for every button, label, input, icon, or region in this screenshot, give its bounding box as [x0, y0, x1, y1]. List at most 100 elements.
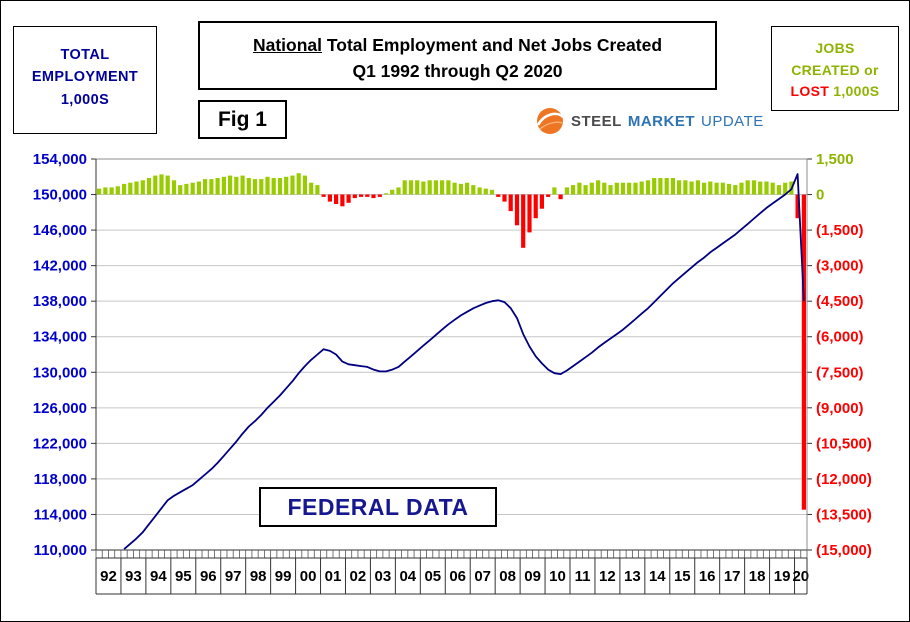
- net-jobs-bar: [614, 182, 619, 195]
- net-jobs-bar: [496, 194, 501, 197]
- net-jobs-bar: [178, 185, 183, 195]
- left-axis-tick-label: 138,000: [33, 293, 87, 310]
- chart-title-line1: National Total Employment and Net Jobs C…: [200, 32, 715, 58]
- net-jobs-bar: [415, 180, 420, 195]
- net-jobs-bar: [751, 180, 757, 195]
- net-jobs-bar: [203, 179, 208, 195]
- net-jobs-bar: [745, 180, 750, 195]
- net-jobs-bar: [620, 182, 626, 195]
- year-label: 16: [699, 568, 716, 585]
- net-jobs-bar: [652, 178, 657, 195]
- left-axis-tick-label: 126,000: [33, 400, 87, 417]
- year-label: 92: [100, 568, 117, 585]
- net-jobs-bar: [190, 182, 195, 195]
- left-title-line1: TOTAL: [60, 47, 110, 63]
- net-jobs-bar: [483, 188, 488, 195]
- net-jobs-bar: [664, 178, 669, 195]
- left-axis-tick-label: 130,000: [33, 364, 87, 381]
- net-jobs-bar: [153, 175, 158, 195]
- right-title-line1: JOBS: [815, 40, 855, 56]
- net-jobs-bar: [702, 182, 707, 195]
- net-jobs-bar: [627, 182, 632, 195]
- net-jobs-bar: [533, 194, 538, 219]
- right-title-box: JOBS CREATED or LOST 1,000S: [771, 26, 899, 111]
- net-jobs-bar: [140, 180, 145, 195]
- net-jobs-bar: [770, 182, 775, 195]
- year-label: 17: [724, 568, 741, 585]
- right-title-line3: LOST 1,000S: [772, 81, 898, 103]
- net-jobs-bar: [321, 194, 326, 197]
- year-label: 95: [175, 568, 192, 585]
- net-jobs-bar: [571, 185, 576, 195]
- net-jobs-bar: [146, 178, 152, 195]
- net-jobs-bar: [670, 178, 675, 195]
- year-label: 96: [200, 568, 217, 585]
- left-title-line3: 1,000S: [60, 91, 110, 108]
- net-jobs-bar: [596, 180, 601, 195]
- left-axis-tick-label: 122,000: [33, 435, 87, 452]
- net-jobs-bar: [215, 178, 220, 195]
- net-jobs-bar: [352, 194, 357, 199]
- net-jobs-bar: [128, 182, 133, 195]
- right-axis-tick-label: 1,500: [816, 151, 854, 168]
- net-jobs-bar: [783, 182, 788, 195]
- year-label: 07: [474, 568, 491, 585]
- net-jobs-bar: [477, 187, 482, 195]
- right-axis-tick-label: (7,500): [816, 364, 864, 381]
- net-jobs-bar: [433, 180, 438, 195]
- net-jobs-bar: [589, 182, 594, 195]
- year-label: 94: [150, 568, 167, 585]
- net-jobs-bar: [296, 173, 301, 195]
- net-jobs-bar: [795, 194, 800, 219]
- net-jobs-bar: [633, 182, 638, 195]
- right-axis-tick-label: (13,500): [816, 506, 872, 523]
- left-title-box: TOTAL EMPLOYMENT 1,000S: [13, 26, 157, 134]
- net-jobs-bar: [159, 174, 164, 195]
- net-jobs-bar: [284, 176, 289, 195]
- year-label: 05: [424, 568, 441, 585]
- year-label: 10: [549, 568, 566, 585]
- net-jobs-bar: [726, 183, 732, 195]
- chart-title-rest: Total Employment and Net Jobs Created: [322, 35, 663, 55]
- net-jobs-bar: [390, 189, 395, 195]
- net-jobs-bar: [165, 175, 170, 195]
- left-axis-tick-label: 150,000: [33, 187, 87, 204]
- net-jobs-bar: [327, 194, 332, 202]
- net-jobs-bar: [502, 194, 507, 202]
- left-axis-tick-label: 142,000: [33, 258, 87, 275]
- net-jobs-bar: [340, 194, 345, 207]
- year-label: 13: [624, 568, 641, 585]
- net-jobs-bar: [277, 178, 283, 195]
- net-jobs-bar: [452, 182, 457, 195]
- right-title-lost: LOST: [790, 83, 830, 100]
- net-jobs-bar: [677, 180, 682, 195]
- net-jobs-bar: [427, 180, 432, 195]
- net-jobs-bar: [695, 180, 700, 195]
- net-jobs-bar: [471, 185, 476, 195]
- net-jobs-bar: [689, 181, 694, 195]
- net-jobs-bar: [733, 185, 738, 195]
- left-title-line2: EMPLOYMENT: [31, 69, 139, 86]
- chart-title-box: National Total Employment and Net Jobs C…: [198, 21, 717, 90]
- net-jobs-bar: [489, 189, 495, 195]
- net-jobs-bar: [708, 181, 713, 195]
- net-jobs-bar: [359, 194, 364, 197]
- year-label: 93: [125, 568, 142, 585]
- year-label: 11: [575, 568, 591, 585]
- year-label: 19: [774, 568, 791, 585]
- net-jobs-bar: [440, 180, 445, 195]
- net-jobs-bar: [645, 180, 651, 195]
- net-jobs-bar: [315, 185, 320, 195]
- year-label: 18: [749, 568, 766, 585]
- year-label: 99: [275, 568, 292, 585]
- right-axis-tick-label: (10,500): [816, 435, 872, 452]
- right-axis-tick-label: (12,000): [816, 471, 872, 488]
- right-axis-tick-label: (15,000): [816, 542, 872, 559]
- net-jobs-bar: [527, 194, 532, 233]
- net-jobs-bar: [776, 185, 781, 195]
- net-jobs-bar: [246, 178, 251, 195]
- net-jobs-bar: [683, 180, 688, 195]
- net-jobs-bar: [458, 183, 463, 195]
- net-jobs-bar: [259, 179, 264, 195]
